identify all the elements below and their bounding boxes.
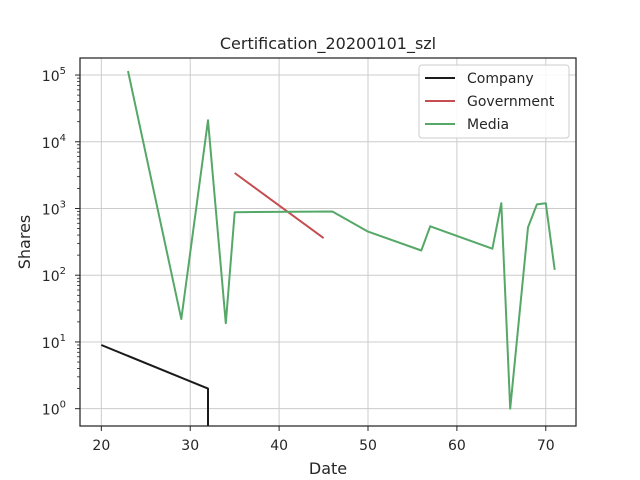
plot-frame [79,57,577,427]
x-tick-label: 50 [359,438,377,454]
legend-box [418,64,570,139]
x-tick-label: 40 [270,438,288,454]
x-tick-label: 70 [537,438,555,454]
y-axis-label: Shares [15,215,34,270]
y-tick-label: 103 [42,199,66,218]
series-line-media [127,70,556,410]
chart-title: Certification_20200101_szl [220,34,436,54]
x-tick-label: 60 [448,438,466,454]
y-tick-label: 100 [42,400,66,419]
y-axis-ticks: 100 101 102 103 104 105 [42,66,80,419]
legend: Company Government Media [418,64,570,139]
y-tick-label: 102 [42,266,66,285]
y-tick-label: 104 [42,133,66,152]
series-lines [100,70,556,426]
legend-label-company: Company [467,71,534,87]
y-tick-label: 101 [42,333,66,352]
x-tick-label: 20 [92,438,110,454]
series-line-government [234,172,325,239]
series-line-company [100,344,209,426]
y-tick-label: 105 [42,66,66,85]
x-axis-ticks: 20 30 40 50 60 70 [92,426,555,454]
x-tick-label: 30 [181,438,199,454]
legend-label-media: Media [467,117,509,133]
legend-label-government: Government [467,94,555,110]
x-axis-label: Date [309,459,347,478]
